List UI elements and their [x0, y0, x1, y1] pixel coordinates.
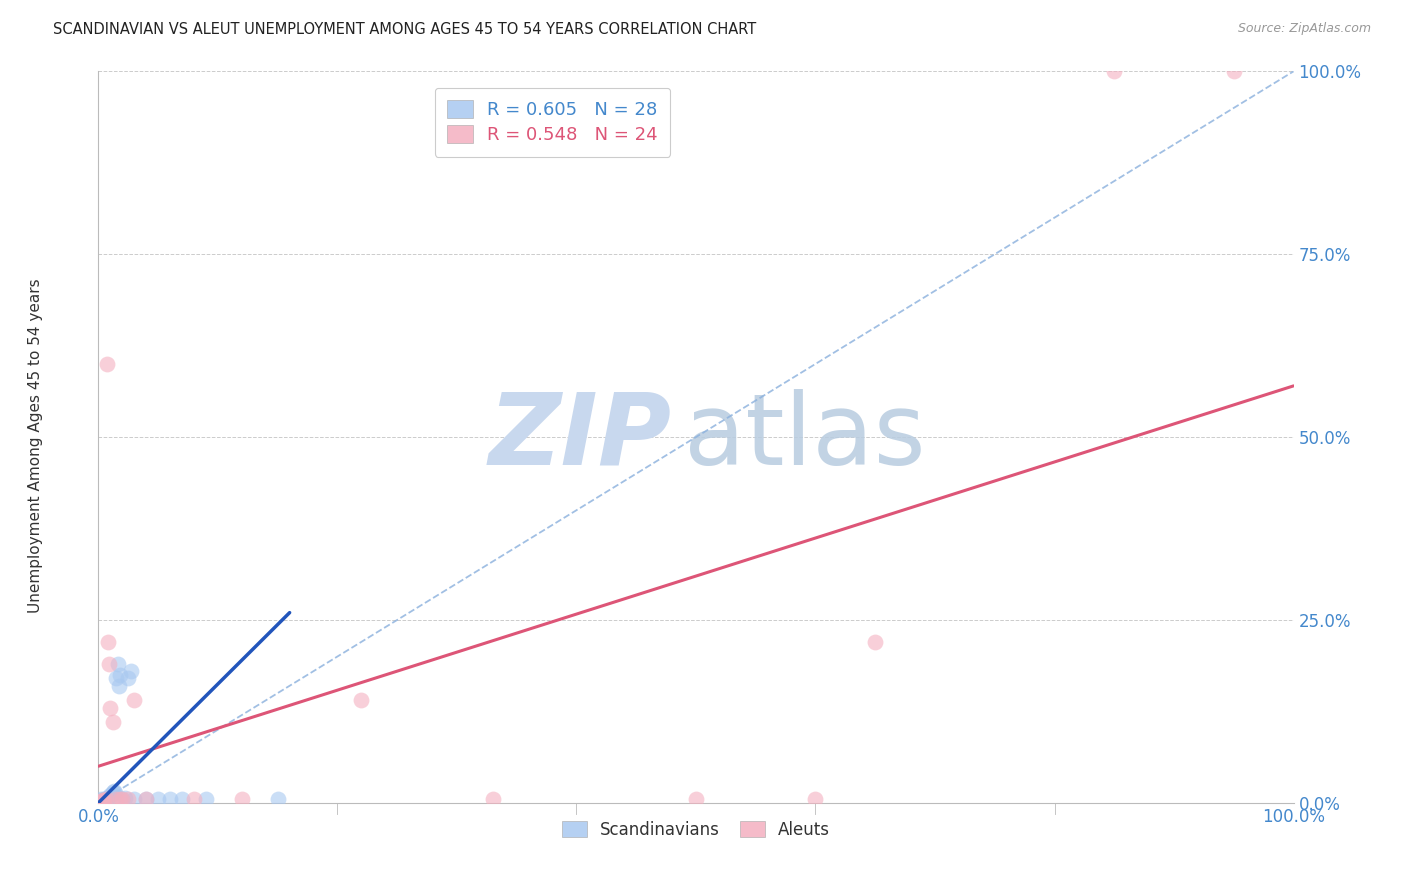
- Point: [120, 664, 142, 678]
- Point: [114, 791, 136, 805]
- Point: [97, 790, 120, 805]
- Point: [90, 794, 112, 808]
- Point: [96, 357, 118, 371]
- Point: [865, 635, 887, 649]
- Point: [97, 635, 120, 649]
- Point: [91, 793, 114, 807]
- Point: [107, 657, 129, 671]
- Point: [117, 792, 139, 806]
- Point: [111, 792, 134, 806]
- Point: [135, 792, 157, 806]
- Point: [91, 794, 114, 808]
- Point: [105, 792, 128, 806]
- Point: [108, 667, 131, 681]
- Point: [101, 715, 124, 730]
- Text: ZIP: ZIP: [489, 389, 672, 485]
- Point: [350, 693, 373, 707]
- Point: [804, 792, 827, 806]
- Text: SCANDINAVIAN VS ALEUT UNEMPLOYMENT AMONG AGES 45 TO 54 YEARS CORRELATION CHART: SCANDINAVIAN VS ALEUT UNEMPLOYMENT AMONG…: [53, 22, 756, 37]
- Point: [103, 784, 125, 798]
- Point: [111, 792, 134, 806]
- Legend: Scandinavians, Aleuts: Scandinavians, Aleuts: [555, 814, 837, 846]
- Point: [98, 657, 121, 671]
- Point: [98, 789, 121, 804]
- Point: [93, 792, 115, 806]
- Point: [94, 792, 117, 806]
- Point: [96, 791, 118, 805]
- Point: [159, 792, 181, 806]
- Point: [105, 672, 128, 686]
- Point: [148, 792, 170, 806]
- Point: [93, 794, 115, 808]
- Point: [267, 792, 290, 806]
- Point: [91, 793, 114, 807]
- Text: Source: ZipAtlas.com: Source: ZipAtlas.com: [1237, 22, 1371, 36]
- Point: [117, 672, 139, 686]
- Point: [135, 792, 157, 806]
- Point: [98, 789, 122, 803]
- Point: [231, 792, 253, 806]
- Point: [172, 792, 194, 806]
- Point: [90, 792, 112, 806]
- Point: [100, 787, 122, 801]
- Point: [124, 792, 146, 806]
- Point: [94, 793, 117, 807]
- Point: [195, 792, 218, 806]
- Point: [108, 792, 131, 806]
- Point: [98, 700, 122, 714]
- Point: [183, 792, 205, 806]
- Point: [481, 792, 505, 806]
- Text: atlas: atlas: [685, 389, 925, 485]
- Point: [1223, 64, 1246, 78]
- Text: Unemployment Among Ages 45 to 54 years: Unemployment Among Ages 45 to 54 years: [28, 278, 42, 614]
- Point: [124, 693, 146, 707]
- Point: [1104, 64, 1126, 78]
- Point: [91, 794, 114, 808]
- Point: [107, 679, 129, 693]
- Point: [101, 785, 124, 799]
- Point: [685, 792, 707, 806]
- Point: [104, 786, 127, 800]
